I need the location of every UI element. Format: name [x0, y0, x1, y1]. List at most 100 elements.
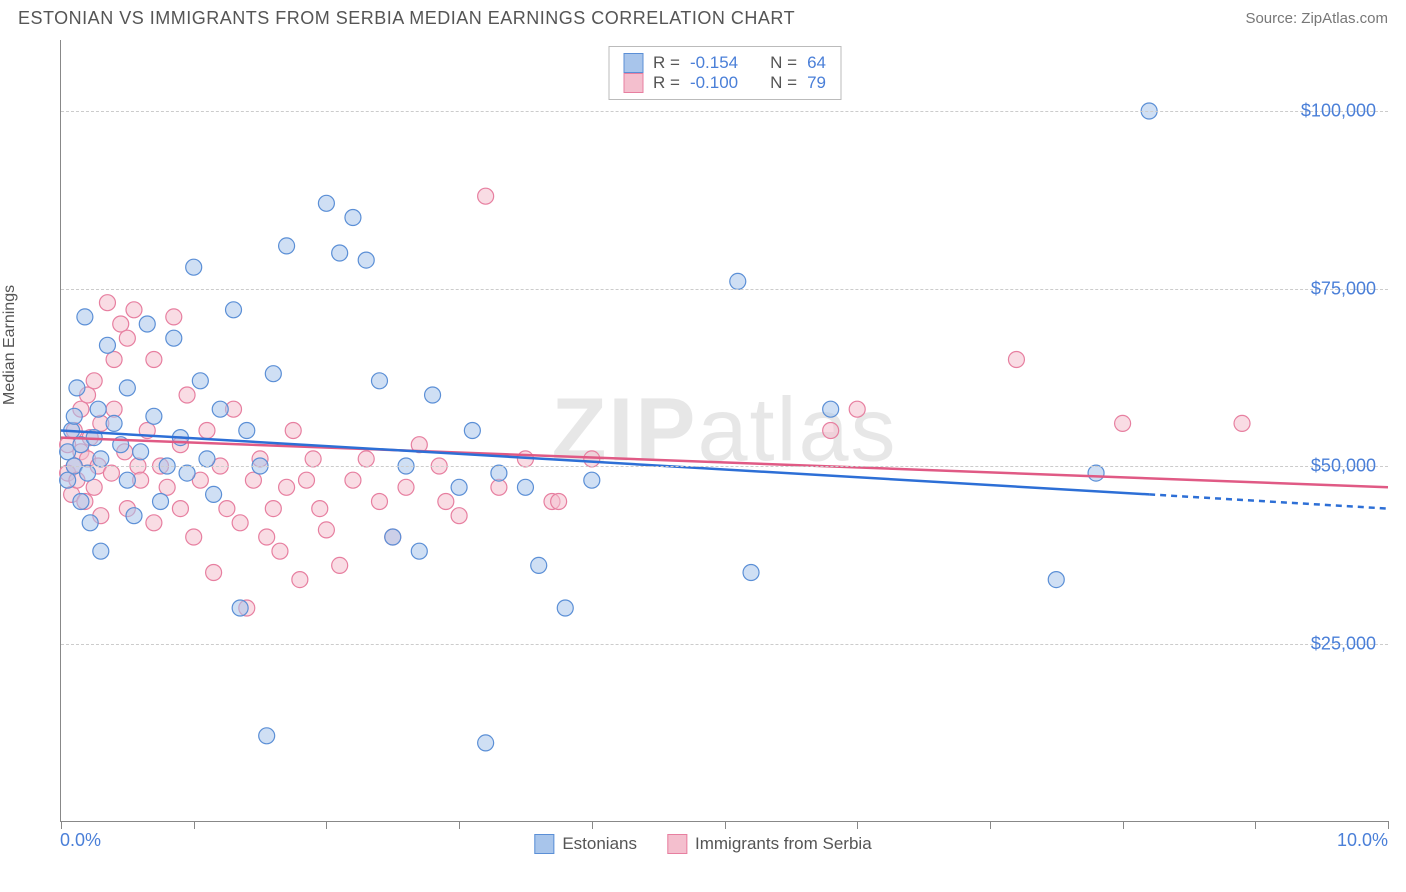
scatter-point: [153, 494, 169, 510]
chart-container: Median Earnings ZIPatlas R = -0.154 N = …: [18, 40, 1388, 872]
scatter-point: [226, 302, 242, 318]
y-axis-label: Median Earnings: [1, 285, 19, 405]
x-tick: [61, 821, 62, 829]
scatter-point: [531, 557, 547, 573]
scatter-point: [199, 423, 215, 439]
legend-swatch-serbia: [667, 834, 687, 854]
x-tick: [1123, 821, 1124, 829]
scatter-point: [743, 565, 759, 581]
scatter-point: [318, 195, 334, 211]
scatter-point: [126, 508, 142, 524]
scatter-point: [219, 501, 235, 517]
scatter-point: [332, 245, 348, 261]
correlation-row-estonians: R = -0.154 N = 64: [623, 53, 826, 73]
scatter-point: [99, 337, 115, 353]
scatter-point: [186, 259, 202, 275]
legend-swatch-estonians: [534, 834, 554, 854]
scatter-point: [259, 529, 275, 545]
gridline: [61, 111, 1388, 112]
scatter-point: [119, 472, 135, 488]
r-label: R =: [653, 53, 680, 73]
r-value-estonians: -0.154: [690, 53, 738, 73]
scatter-point: [139, 316, 155, 332]
scatter-point: [298, 472, 314, 488]
gridline: [61, 289, 1388, 290]
scatter-point: [113, 316, 129, 332]
scatter-point: [285, 423, 301, 439]
scatter-point: [259, 728, 275, 744]
source-attribution: Source: ZipAtlas.com: [1245, 10, 1388, 27]
scatter-point: [358, 451, 374, 467]
scatter-point: [159, 479, 175, 495]
scatter-point: [345, 210, 361, 226]
x-max-label: 10.0%: [1337, 830, 1388, 851]
scatter-point: [146, 352, 162, 368]
legend-label-estonians: Estonians: [562, 834, 637, 854]
scatter-point: [265, 501, 281, 517]
scatter-point: [1048, 572, 1064, 588]
scatter-point: [305, 451, 321, 467]
legend-item-serbia: Immigrants from Serbia: [667, 834, 872, 854]
scatter-point: [99, 295, 115, 311]
scatter-point: [86, 373, 102, 389]
chart-header: ESTONIAN VS IMMIGRANTS FROM SERBIA MEDIA…: [0, 0, 1406, 33]
x-min-label: 0.0%: [60, 830, 101, 851]
scatter-point: [345, 472, 361, 488]
scatter-point: [212, 401, 228, 417]
scatter-point: [279, 238, 295, 254]
scatter-point: [119, 330, 135, 346]
scatter-point: [73, 494, 89, 510]
scatter-point: [186, 529, 202, 545]
n-value-estonians: 64: [807, 53, 826, 73]
chart-title: ESTONIAN VS IMMIGRANTS FROM SERBIA MEDIA…: [18, 8, 795, 29]
scatter-point: [199, 451, 215, 467]
legend-item-estonians: Estonians: [534, 834, 637, 854]
scatter-point: [464, 423, 480, 439]
y-tick-label: $25,000: [1311, 633, 1376, 654]
legend-swatch-serbia: [623, 73, 643, 93]
scatter-point: [438, 494, 454, 510]
scatter-point: [206, 565, 222, 581]
scatter-point: [265, 366, 281, 382]
scatter-point: [66, 408, 82, 424]
scatter-point: [451, 508, 467, 524]
scatter-point: [60, 472, 76, 488]
trend-line: [1149, 494, 1388, 508]
scatter-point: [93, 451, 109, 467]
scatter-point: [823, 401, 839, 417]
scatter-point: [77, 309, 93, 325]
scatter-point: [179, 465, 195, 481]
plot-area: ZIPatlas R = -0.154 N = 64 R = -0.100 N …: [60, 40, 1388, 822]
x-tick: [1255, 821, 1256, 829]
x-tick: [1388, 821, 1389, 829]
scatter-point: [478, 188, 494, 204]
scatter-point: [166, 309, 182, 325]
x-tick: [326, 821, 327, 829]
scatter-point: [358, 252, 374, 268]
r-value-serbia: -0.100: [690, 73, 738, 93]
y-tick-label: $75,000: [1311, 278, 1376, 299]
scatter-point: [192, 373, 208, 389]
x-tick: [459, 821, 460, 829]
gridline: [61, 466, 1388, 467]
scatter-point: [232, 600, 248, 616]
scatter-point: [491, 465, 507, 481]
scatter-point: [146, 515, 162, 531]
scatter-point: [279, 479, 295, 495]
scatter-point: [179, 387, 195, 403]
scatter-point: [93, 543, 109, 559]
r-label: R =: [653, 73, 680, 93]
scatter-point: [172, 501, 188, 517]
legend-swatch-estonians: [623, 53, 643, 73]
scatter-point: [82, 515, 98, 531]
scatter-point: [206, 486, 222, 502]
correlation-legend: R = -0.154 N = 64 R = -0.100 N = 79: [608, 46, 841, 100]
scatter-point: [1115, 415, 1131, 431]
scatter-point: [849, 401, 865, 417]
scatter-point: [133, 444, 149, 460]
series-legend: Estonians Immigrants from Serbia: [534, 834, 871, 854]
gridline: [61, 644, 1388, 645]
scatter-point: [1234, 415, 1250, 431]
scatter-point: [232, 515, 248, 531]
scatter-point: [239, 423, 255, 439]
